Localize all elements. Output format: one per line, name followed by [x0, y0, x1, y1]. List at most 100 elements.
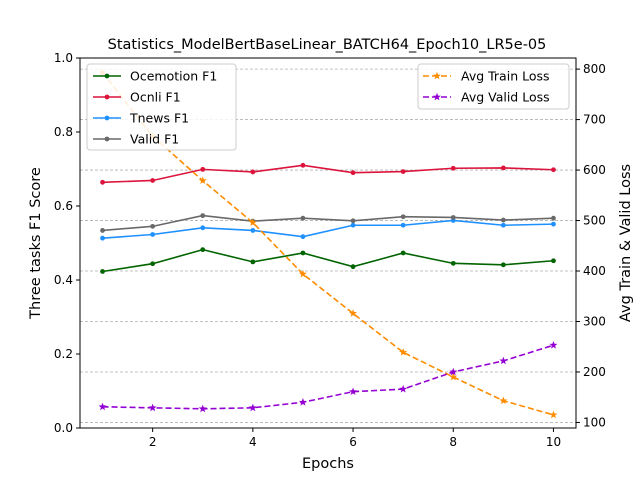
- left-y-tick-label: 0.0: [54, 421, 73, 435]
- data-point: [100, 179, 105, 185]
- legend-box: [86, 63, 237, 151]
- data-point: [150, 223, 156, 229]
- data-point: [300, 215, 306, 221]
- data-point: [549, 410, 558, 419]
- data-point: [350, 170, 356, 176]
- data-point: [350, 264, 356, 270]
- data-point: [298, 269, 307, 278]
- legend-marker: [104, 73, 110, 79]
- data-point: [450, 165, 456, 171]
- data-point: [500, 217, 506, 223]
- data-point: [200, 213, 206, 219]
- right-y-tick-label: 200: [583, 365, 606, 379]
- legend-label: Tnews F1: [129, 111, 189, 126]
- legend-marker: [433, 92, 441, 101]
- data-point: [399, 348, 408, 356]
- series-line: [102, 214, 554, 232]
- data-point: [449, 367, 458, 376]
- right-axis-label: Avg Train & Valid Loss: [618, 164, 634, 322]
- data-point: [198, 404, 207, 413]
- data-point: [499, 356, 508, 365]
- data-point: [298, 398, 307, 406]
- data-point: [300, 162, 306, 168]
- data-point: [248, 403, 257, 412]
- legend-marker: [433, 71, 441, 80]
- data-point: [551, 167, 556, 173]
- x-tick-label: 6: [349, 435, 357, 449]
- right-y-tick-label: 400: [583, 264, 606, 278]
- data-point: [250, 259, 256, 265]
- legend-label: Avg Train Loss: [461, 69, 550, 84]
- data-point: [198, 176, 207, 185]
- legend-marker: [104, 94, 110, 100]
- legend-label: Ocnli F1: [130, 90, 181, 105]
- right-y-tick-label: 500: [583, 214, 606, 228]
- x-tick-label: 8: [449, 435, 457, 449]
- legend-left: Ocemotion F1 Ocnli F1 Tnews F1 Valid F1: [86, 63, 237, 151]
- series-line: [102, 344, 554, 410]
- data-point: [450, 260, 456, 266]
- series-line: [102, 219, 554, 239]
- data-point: [200, 225, 206, 231]
- data-point: [100, 269, 105, 274]
- data-point: [400, 222, 406, 228]
- legend-label: Valid F1: [130, 132, 179, 147]
- data-point: [100, 235, 105, 241]
- data-point: [349, 309, 358, 317]
- data-point: [200, 247, 206, 253]
- legend-box: [417, 63, 570, 110]
- data-point: [549, 341, 558, 349]
- left-y-tick-label: 0.4: [54, 273, 73, 287]
- left-y-tick-label: 1.0: [54, 51, 73, 65]
- plot-frame: [79, 57, 577, 429]
- data-point: [98, 402, 107, 411]
- left-y-tick-label: 0.6: [54, 199, 73, 213]
- x-axis-label: Epochs: [302, 456, 354, 472]
- right-y-tick-label: 800: [583, 62, 606, 76]
- right-y-tick-label: 100: [583, 415, 606, 429]
- series-line: [102, 164, 554, 184]
- data-point: [500, 222, 506, 228]
- x-tick-label: 4: [249, 435, 257, 449]
- data-point: [499, 396, 508, 405]
- data-point: [350, 222, 356, 228]
- data-point: [399, 384, 408, 393]
- left-y-tick-label: 0.8: [54, 125, 73, 139]
- right-y-tick-label: 700: [583, 113, 606, 127]
- data-point: [250, 228, 256, 233]
- data-point: [551, 258, 556, 264]
- data-point: [300, 234, 306, 240]
- left-axis-label: Three tasks F1 Score: [28, 167, 44, 320]
- data-point: [450, 215, 456, 220]
- data-point: [551, 221, 556, 227]
- axes: 2 4 6 8 10 0.0 0.2 0.4 0.6 0.8 1.0 100 200 300 400 500 6…: [54, 51, 606, 449]
- data-point: [449, 372, 458, 381]
- data-point: [551, 215, 556, 221]
- series-layer: [98, 68, 558, 419]
- x-tick-label: 2: [149, 435, 157, 449]
- legend-label: Ocemotion F1: [130, 69, 217, 84]
- right-y-tick-label: 600: [583, 163, 606, 177]
- data-point: [200, 166, 206, 172]
- data-point: [250, 169, 256, 175]
- left-y-tick-label: 0.2: [54, 347, 73, 361]
- data-point: [500, 165, 506, 171]
- data-point: [400, 169, 406, 174]
- chart-title: Statistics_ModelBertBaseLinear_BATCH64_E…: [108, 37, 547, 53]
- data-point: [400, 250, 406, 256]
- legend-marker: [104, 115, 110, 121]
- data-point: [150, 261, 156, 267]
- series-line: [102, 248, 554, 273]
- x-tick-label: 10: [546, 435, 561, 449]
- right-y-tick-label: 300: [583, 314, 606, 328]
- data-point: [300, 250, 306, 256]
- data-point: [500, 262, 506, 268]
- data-point: [100, 228, 105, 233]
- data-point: [350, 218, 356, 224]
- series-line: [101, 72, 554, 416]
- data-point: [150, 232, 156, 237]
- legend-marker: [104, 136, 110, 142]
- legend-label: Avg Valid Loss: [461, 90, 550, 105]
- data-point: [349, 387, 358, 396]
